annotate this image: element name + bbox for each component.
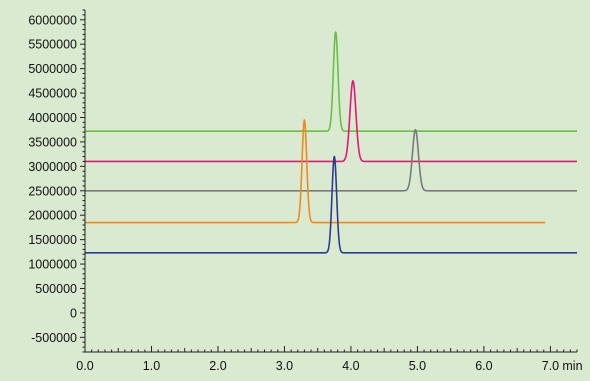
x-tick-label: 0.0 (76, 359, 93, 373)
y-tick-label: 5000000 (28, 62, 77, 76)
y-tick-label: 1000000 (28, 258, 77, 272)
series-line-3 (84, 128, 578, 192)
y-tick-label: 6000000 (28, 13, 77, 27)
series-line-5 (84, 155, 578, 254)
y-tick-label: 2000000 (28, 209, 77, 223)
x-tick-label: 1.0 (143, 359, 160, 373)
x-tick-label: 6.0 (475, 359, 492, 373)
y-tick-label: 3000000 (28, 160, 77, 174)
x-tick-label: 7.0 (542, 359, 559, 373)
series-line-2 (84, 80, 578, 163)
series-line-4 (84, 119, 546, 224)
series-line-1 (84, 31, 578, 132)
y-tick-label: 1500000 (28, 233, 77, 247)
y-tick-label: 500000 (35, 282, 77, 296)
y-axis: -500000 0 500000 1000000 1500000 2000000 25000… (28, 9, 86, 353)
y-tick-label: 3500000 (28, 135, 77, 149)
y-tick-label: 0 (70, 306, 77, 320)
x-tick-label: 2.0 (209, 359, 226, 373)
y-tick-label: 4500000 (28, 87, 77, 101)
x-tick-label: 5.0 (409, 359, 426, 373)
x-axis: 0.0 1.0 2.0 3.0 4.0 5.0 6.0 7.0 min (76, 346, 583, 373)
y-tick-label: -500000 (31, 331, 77, 345)
y-tick-label: 2500000 (28, 184, 77, 198)
y-tick-label: 4000000 (28, 111, 77, 125)
x-tick-label: 4.0 (342, 359, 359, 373)
plot-area (84, 31, 578, 254)
x-unit-label: min (562, 359, 582, 373)
x-tick-label: 3.0 (276, 359, 293, 373)
y-tick-label: 5500000 (28, 38, 77, 52)
